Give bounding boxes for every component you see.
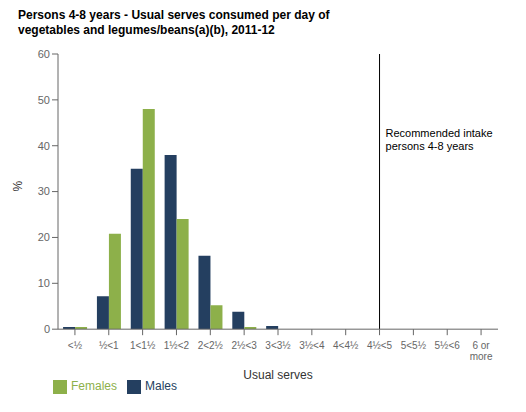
- svg-text:40: 40: [38, 140, 50, 152]
- svg-text:½<1: ½<1: [99, 340, 119, 351]
- svg-text:Usual serves: Usual serves: [243, 368, 312, 382]
- svg-text:60: 60: [38, 48, 50, 60]
- svg-text:3<3½: 3<3½: [265, 340, 291, 351]
- svg-text:<½: <½: [68, 340, 83, 351]
- svg-text:6 ormore: 6 ormore: [470, 340, 493, 362]
- svg-text:2<2½: 2<2½: [198, 340, 224, 351]
- svg-text:1<1½: 1<1½: [130, 340, 156, 351]
- svg-text:Recommended intakepersons 4-8: Recommended intakepersons 4-8 years: [386, 127, 493, 152]
- svg-text:2½<3: 2½<3: [231, 340, 257, 351]
- html-text:Females: Females: [71, 379, 117, 394]
- html-text:Males: Males: [145, 379, 177, 394]
- svg-text:0: 0: [44, 323, 50, 335]
- svg-text:50: 50: [38, 94, 50, 106]
- svg-text:30: 30: [38, 185, 50, 197]
- svg-text:20: 20: [38, 231, 50, 243]
- svg-text:3½<4: 3½<4: [299, 340, 325, 351]
- svg-text:%: %: [11, 181, 25, 192]
- svg-text:4½<5: 4½<5: [367, 340, 393, 351]
- svg-text:10: 10: [38, 277, 50, 289]
- svg-text:5½<6: 5½<6: [435, 340, 461, 351]
- svg-text:1½<2: 1½<2: [164, 340, 190, 351]
- svg-text:4<4½: 4<4½: [333, 340, 359, 351]
- svg-text:5<5½: 5<5½: [401, 340, 427, 351]
- html-text:Persons 4-8 years - Usual serv: Persons 4-8 years - Usual serves consume…: [18, 8, 330, 37]
